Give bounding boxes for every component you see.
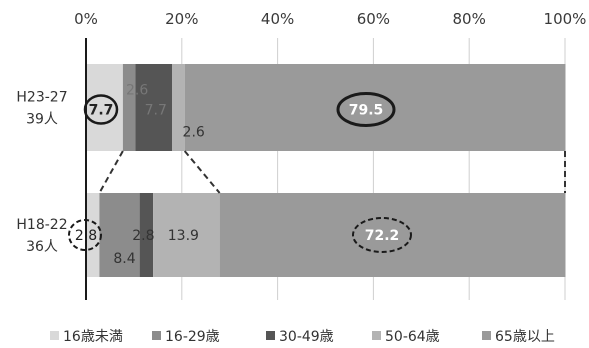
data-label: 79.5 <box>349 103 384 119</box>
connector-line <box>183 150 221 194</box>
x-tick-label: 0% <box>74 10 98 28</box>
category-label: H23-27 <box>16 90 67 106</box>
data-label: 8.4 <box>113 251 135 267</box>
bar-segment-3 <box>135 64 173 151</box>
x-tick-label: 40% <box>261 10 294 28</box>
x-tick-label: 100% <box>544 10 587 28</box>
legend-label: 50-64歳 <box>385 329 440 345</box>
connector-line <box>98 150 124 194</box>
category-label: 39人 <box>26 112 58 128</box>
bar-segment-4 <box>153 193 220 277</box>
legend-label: 65歳以上 <box>495 329 555 345</box>
highlight-circle <box>352 217 412 253</box>
category-label: H18-22 <box>16 217 67 233</box>
highlight-circle <box>83 94 119 125</box>
legend-swatch <box>482 331 491 340</box>
highlight-circle <box>68 219 102 251</box>
legend-label: 16-29歳 <box>165 329 220 345</box>
legend-swatch <box>152 331 161 340</box>
x-tick-label: 80% <box>453 10 486 28</box>
bar-segment-3 <box>139 193 154 277</box>
data-label: 2.8 <box>75 228 97 244</box>
x-tick-label: 60% <box>357 10 390 28</box>
data-label: 72.2 <box>365 228 400 244</box>
data-label: 13.9 <box>168 228 199 244</box>
highlight-circle <box>336 92 396 127</box>
data-label: 7.7 <box>145 103 167 119</box>
data-label: 7.7 <box>89 103 114 119</box>
legend-label: 16歳未満 <box>63 329 123 345</box>
bar-segment-1 <box>86 193 100 277</box>
category-label: 36人 <box>26 239 58 255</box>
bar-segment-5 <box>219 193 566 277</box>
legend-label: 30-49歳 <box>279 329 334 345</box>
data-label: 2.8 <box>132 228 154 244</box>
data-label: 2.6 <box>126 83 148 99</box>
bar-segment-4 <box>172 64 185 151</box>
legend-swatch <box>50 331 59 340</box>
legend-swatch <box>266 331 275 340</box>
bar-segment-5 <box>184 64 566 151</box>
data-label: 2.6 <box>183 125 205 141</box>
x-tick-label: 20% <box>165 10 198 28</box>
bar-segment-2 <box>122 64 136 151</box>
legend-swatch <box>372 331 381 340</box>
bar-segment-2 <box>99 193 140 277</box>
